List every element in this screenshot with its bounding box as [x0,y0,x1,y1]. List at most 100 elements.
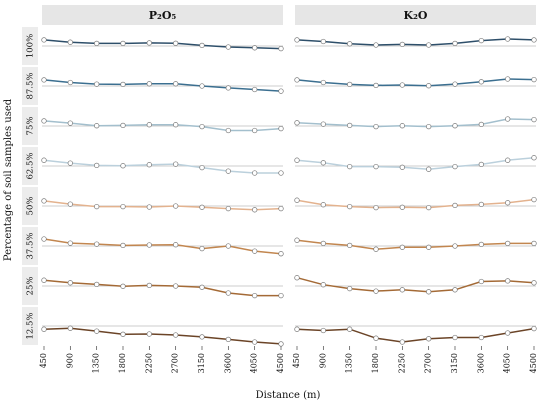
x-axis-title: Distance (m) [256,390,321,401]
data-point [347,203,353,210]
data-point [199,42,205,49]
x-tick-label: 450 [292,353,301,368]
data-point [426,204,432,211]
data-point [67,280,73,286]
data-point [452,243,458,249]
data-point [225,85,231,91]
data-point [505,76,511,82]
data-point [199,334,205,340]
row-label-box [22,107,38,145]
data-point [531,116,537,123]
data-point [452,40,458,47]
data-point [347,163,353,170]
data-point [531,196,537,203]
data-point [294,37,300,43]
data-point [94,81,100,87]
data-point [41,118,47,124]
data-point [120,203,126,210]
x-tick-label: 2700 [171,353,180,373]
data-point [373,246,379,252]
data-point [320,38,326,45]
x-tick-label: 1350 [92,353,101,373]
series-line [43,238,282,255]
data-point [41,157,47,163]
row-label-box [22,27,38,65]
data-point [225,44,231,50]
data-point [531,155,537,161]
data-point [252,292,258,299]
data-point [278,341,284,347]
data-point [41,277,47,283]
data-point [505,240,511,247]
data-point [120,40,126,47]
data-point [320,79,326,86]
series-line [43,159,281,174]
data-point [294,275,300,281]
data-point [426,289,432,295]
data-point [173,81,179,87]
data-point [373,82,379,89]
data-point [399,244,405,250]
data-point [531,76,537,83]
data-point [347,242,353,249]
x-tick-label: 3600 [476,353,485,373]
data-point [373,204,379,211]
data-point [173,161,179,167]
x-tick-label: 1800 [371,353,380,373]
data-point [120,81,126,88]
data-point [41,198,47,204]
data-point [294,120,300,126]
data-point [505,330,511,336]
data-point [531,280,537,286]
data-point [347,81,353,88]
data-point [320,121,326,127]
x-tick-label: 3600 [223,353,232,373]
data-point [320,160,326,166]
data-point [399,287,405,293]
data-point [347,326,353,332]
series-line [296,327,535,343]
data-point [478,37,484,44]
data-point [531,240,537,247]
data-point [67,39,73,45]
data-point [252,339,258,345]
data-point [478,79,484,85]
y-axis-title: Percentage of soil samples used [3,98,14,261]
data-point [347,285,353,292]
data-point [94,123,100,129]
data-point [426,42,432,48]
series-line [296,118,535,128]
data-point [225,336,231,343]
data-point [399,339,405,345]
data-point [173,122,179,128]
data-point [94,241,100,247]
x-tick-label: 1350 [345,353,354,373]
data-point [478,241,484,248]
data-point [531,37,537,43]
series-line [296,156,535,170]
data-point [320,202,326,208]
data-point [320,327,326,334]
row-label: 37.5% [26,232,36,259]
data-point [173,203,179,209]
data-point [146,162,152,168]
row-label-box [22,307,38,345]
data-point [373,288,379,294]
data-point [426,123,432,130]
series-line [43,39,282,50]
data-point [278,125,284,132]
facet-title: K₂O [404,9,428,22]
data-point [199,83,205,89]
data-point [399,204,405,210]
data-point [478,161,484,168]
data-point [225,243,231,249]
data-point [67,240,73,246]
row-label: 50% [26,197,36,216]
data-point [278,45,284,52]
row-label: 100% [26,34,36,58]
data-point [199,123,205,130]
data-point [373,123,379,130]
x-tick-label: 4500 [276,353,285,373]
row-label: 12.5% [26,312,36,339]
